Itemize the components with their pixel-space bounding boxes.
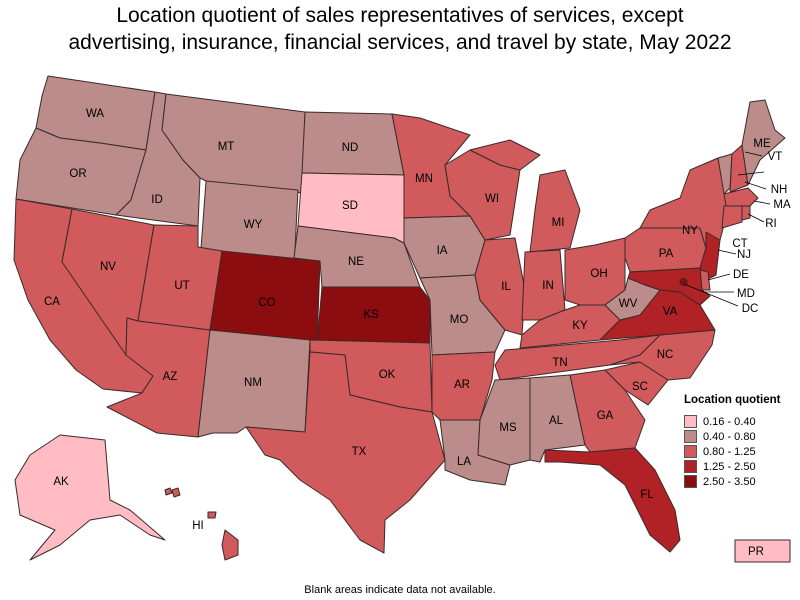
- label-OH: OH: [590, 268, 607, 280]
- label-IN: IN: [542, 280, 554, 292]
- label-UT: UT: [174, 280, 189, 292]
- state-NC[interactable]: [609, 329, 716, 381]
- state-HI-main[interactable]: [221, 529, 239, 561]
- legend-swatch: [684, 475, 697, 488]
- label-MT: MT: [218, 141, 235, 153]
- label-CO: CO: [258, 297, 275, 309]
- label-CT: CT: [732, 238, 747, 250]
- map-title-line1: Location quotient of sales representativ…: [116, 4, 684, 27]
- state-FL[interactable]: [544, 447, 681, 553]
- legend-item: 0.80 - 1.25: [684, 444, 796, 459]
- state-DC[interactable]: [679, 278, 688, 286]
- legend-label: 2.50 - 3.50: [703, 475, 756, 488]
- legend-label: 0.40 - 0.80: [703, 430, 756, 443]
- state-SC[interactable]: [604, 361, 669, 406]
- state-PR[interactable]: [734, 539, 791, 563]
- label-VA: VA: [663, 306, 678, 318]
- label-IL: IL: [501, 281, 511, 293]
- label-KY: KY: [572, 320, 588, 332]
- label-ME: ME: [753, 138, 771, 150]
- legend-item: 0.16 - 0.40: [684, 414, 796, 429]
- label-NM: NM: [244, 377, 262, 389]
- label-PA: PA: [659, 248, 674, 260]
- label-AZ: AZ: [163, 371, 178, 383]
- legend-swatch: [684, 445, 697, 458]
- label-CA: CA: [44, 296, 60, 308]
- label-LA: LA: [457, 456, 471, 468]
- label-FL: FL: [640, 489, 654, 501]
- label-NH: NH: [771, 184, 788, 196]
- state-MA[interactable]: [723, 187, 759, 207]
- label-WY: WY: [244, 219, 263, 231]
- label-MD: MD: [737, 288, 755, 300]
- label-OK: OK: [379, 369, 396, 381]
- legend-swatch: [684, 460, 697, 473]
- label-MA: MA: [773, 199, 791, 211]
- label-OR: OR: [69, 168, 86, 180]
- label-VT: VT: [768, 151, 783, 163]
- label-DE: DE: [733, 269, 749, 281]
- label-MI: MI: [552, 217, 565, 229]
- state-AK[interactable]: [14, 434, 166, 561]
- state-MI[interactable]: [469, 139, 581, 253]
- state-MD[interactable]: [627, 267, 711, 306]
- label-KS: KS: [363, 309, 379, 321]
- footnote: Blank areas indicate data not available.: [304, 584, 496, 596]
- label-AR: AR: [454, 379, 470, 391]
- label-DC: DC: [742, 303, 759, 315]
- legend-item: 1.25 - 2.50: [684, 459, 796, 474]
- state-NM[interactable]: [197, 329, 311, 438]
- label-SC: SC: [632, 381, 648, 393]
- label-WI: WI: [485, 193, 499, 205]
- label-AL: AL: [549, 415, 564, 427]
- label-PR: PR: [748, 546, 764, 558]
- label-MS: MS: [499, 422, 517, 434]
- state-IL[interactable]: [474, 237, 526, 336]
- label-ND: ND: [342, 142, 359, 154]
- label-NE: NE: [348, 256, 364, 268]
- state-HI-islands[interactable]: [164, 487, 217, 519]
- map-title-line2: advertising, insurance, financial servic…: [68, 31, 732, 54]
- state-TX[interactable]: [245, 351, 446, 554]
- state-ME[interactable]: [741, 99, 786, 186]
- label-NJ: NJ: [737, 249, 751, 261]
- label-ID: ID: [151, 194, 163, 206]
- legend-swatch: [684, 430, 697, 443]
- legend-item: 2.50 - 3.50: [684, 474, 796, 489]
- label-NV: NV: [100, 261, 116, 273]
- state-RI[interactable]: [741, 205, 751, 221]
- label-TN: TN: [552, 357, 567, 369]
- legend-label: 0.16 - 0.40: [703, 415, 756, 428]
- label-SD: SD: [342, 200, 358, 212]
- legend-label: 0.80 - 1.25: [703, 445, 756, 458]
- label-leader-lines: [683, 151, 771, 307]
- state-KS[interactable]: [316, 286, 431, 344]
- label-MN: MN: [415, 173, 433, 185]
- label-MO: MO: [450, 314, 469, 326]
- legend-swatch: [684, 415, 697, 428]
- label-WV: WV: [619, 298, 638, 310]
- legend: Location quotient 0.16 - 0.40 0.40 - 0.8…: [684, 394, 796, 489]
- map-title: Location quotient of sales representativ…: [0, 2, 800, 56]
- label-TX: TX: [352, 446, 367, 458]
- label-GA: GA: [597, 410, 614, 422]
- label-NC: NC: [657, 349, 674, 361]
- legend-item: 0.40 - 0.80: [684, 429, 796, 444]
- legend-label: 1.25 - 2.50: [703, 460, 756, 473]
- label-AK: AK: [53, 476, 69, 488]
- label-WA: WA: [86, 108, 104, 120]
- label-RI: RI: [765, 218, 777, 230]
- label-NY: NY: [682, 225, 698, 237]
- label-IA: IA: [437, 245, 448, 257]
- state-CT[interactable]: [721, 205, 743, 229]
- label-HI: HI: [192, 520, 204, 532]
- legend-title: Location quotient: [684, 394, 781, 406]
